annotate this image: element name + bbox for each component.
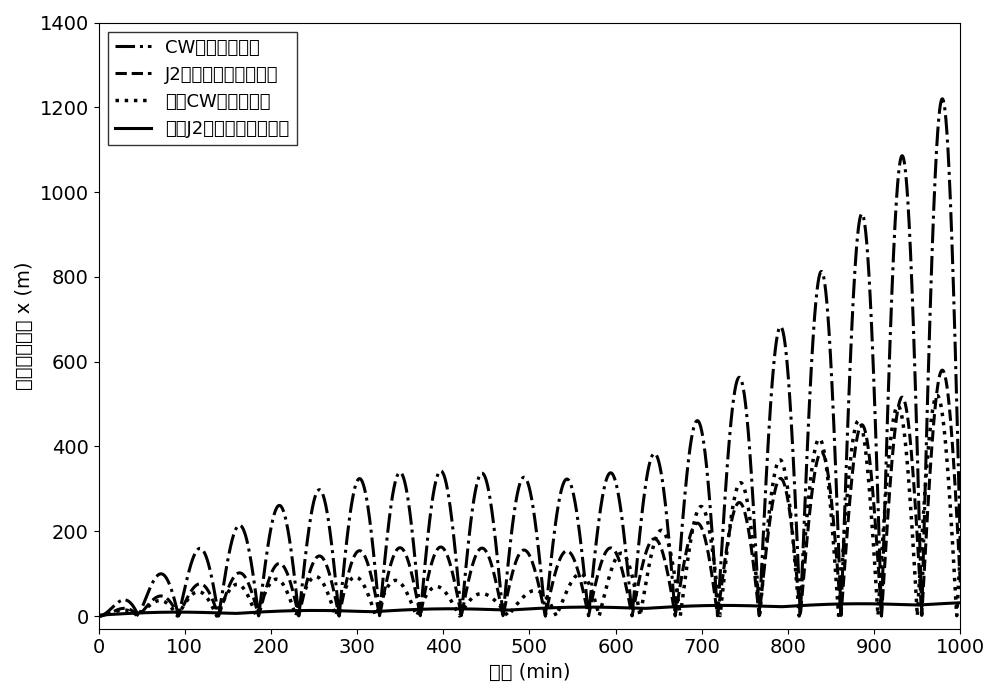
- J2非线性方程直接预报: [514, 549, 526, 558]
- 基于J2非线性方程的改进: [261, 608, 273, 616]
- 基于J2非线性方程的改进: [96, 611, 108, 619]
- CW方程直接预报: [93, 612, 105, 620]
- J2非线性方程直接预报: [96, 611, 108, 620]
- 基于CW方程的改进: [931, 392, 943, 400]
- 基于CW方程的改进: [144, 601, 156, 609]
- 基于J2非线性方程的改进: [128, 609, 140, 618]
- 基于J2非线性方程的改进: [93, 611, 105, 620]
- CW方程直接预报: [261, 544, 273, 553]
- 基于CW方程的改进: [93, 612, 105, 620]
- J2非线性方程直接预报: [144, 599, 156, 607]
- CW方程直接预报: [954, 549, 966, 557]
- 基于CW方程的改进: [909, 567, 921, 576]
- 基于CW方程的改进: [128, 609, 140, 618]
- CW方程直接预报: [96, 611, 108, 620]
- CW方程直接预报: [909, 362, 921, 371]
- 基于CW方程的改进: [514, 597, 526, 605]
- 基于J2非线性方程的改进: [954, 599, 966, 607]
- Y-axis label: 相对距离误差 x (m): 相对距离误差 x (m): [15, 261, 34, 390]
- 基于J2非线性方程的改进: [909, 601, 921, 609]
- Line: CW方程直接预报: CW方程直接预报: [99, 99, 960, 616]
- J2非线性方程直接预报: [909, 493, 921, 502]
- 基于CW方程的改进: [96, 611, 108, 620]
- J2非线性方程直接预报: [936, 366, 948, 374]
- J2非线性方程直接预报: [93, 612, 105, 620]
- CW方程直接预报: [514, 480, 526, 488]
- CW方程直接预报: [128, 604, 140, 612]
- 基于CW方程的改进: [261, 584, 273, 592]
- 基于J2非线性方程的改进: [144, 608, 156, 617]
- Line: 基于J2非线性方程的改进: 基于J2非线性方程的改进: [99, 603, 960, 615]
- Line: 基于CW方程的改进: 基于CW方程的改进: [99, 396, 960, 616]
- CW方程直接预报: [144, 583, 156, 592]
- 基于J2非线性方程的改进: [514, 605, 526, 613]
- Legend: CW方程直接预报, J2非线性方程直接预报, 基于CW方程的改进, 基于J2非线性方程的改进: CW方程直接预报, J2非线性方程直接预报, 基于CW方程的改进, 基于J2非线…: [108, 31, 297, 145]
- CW方程直接预报: [936, 95, 948, 103]
- J2非线性方程直接预报: [954, 581, 966, 590]
- J2非线性方程直接预报: [128, 608, 140, 616]
- 基于CW方程的改进: [954, 546, 966, 555]
- X-axis label: 时间 (min): 时间 (min): [489, 663, 570, 682]
- J2非线性方程直接预报: [261, 580, 273, 588]
- Line: J2非线性方程直接预报: J2非线性方程直接预报: [99, 370, 960, 616]
